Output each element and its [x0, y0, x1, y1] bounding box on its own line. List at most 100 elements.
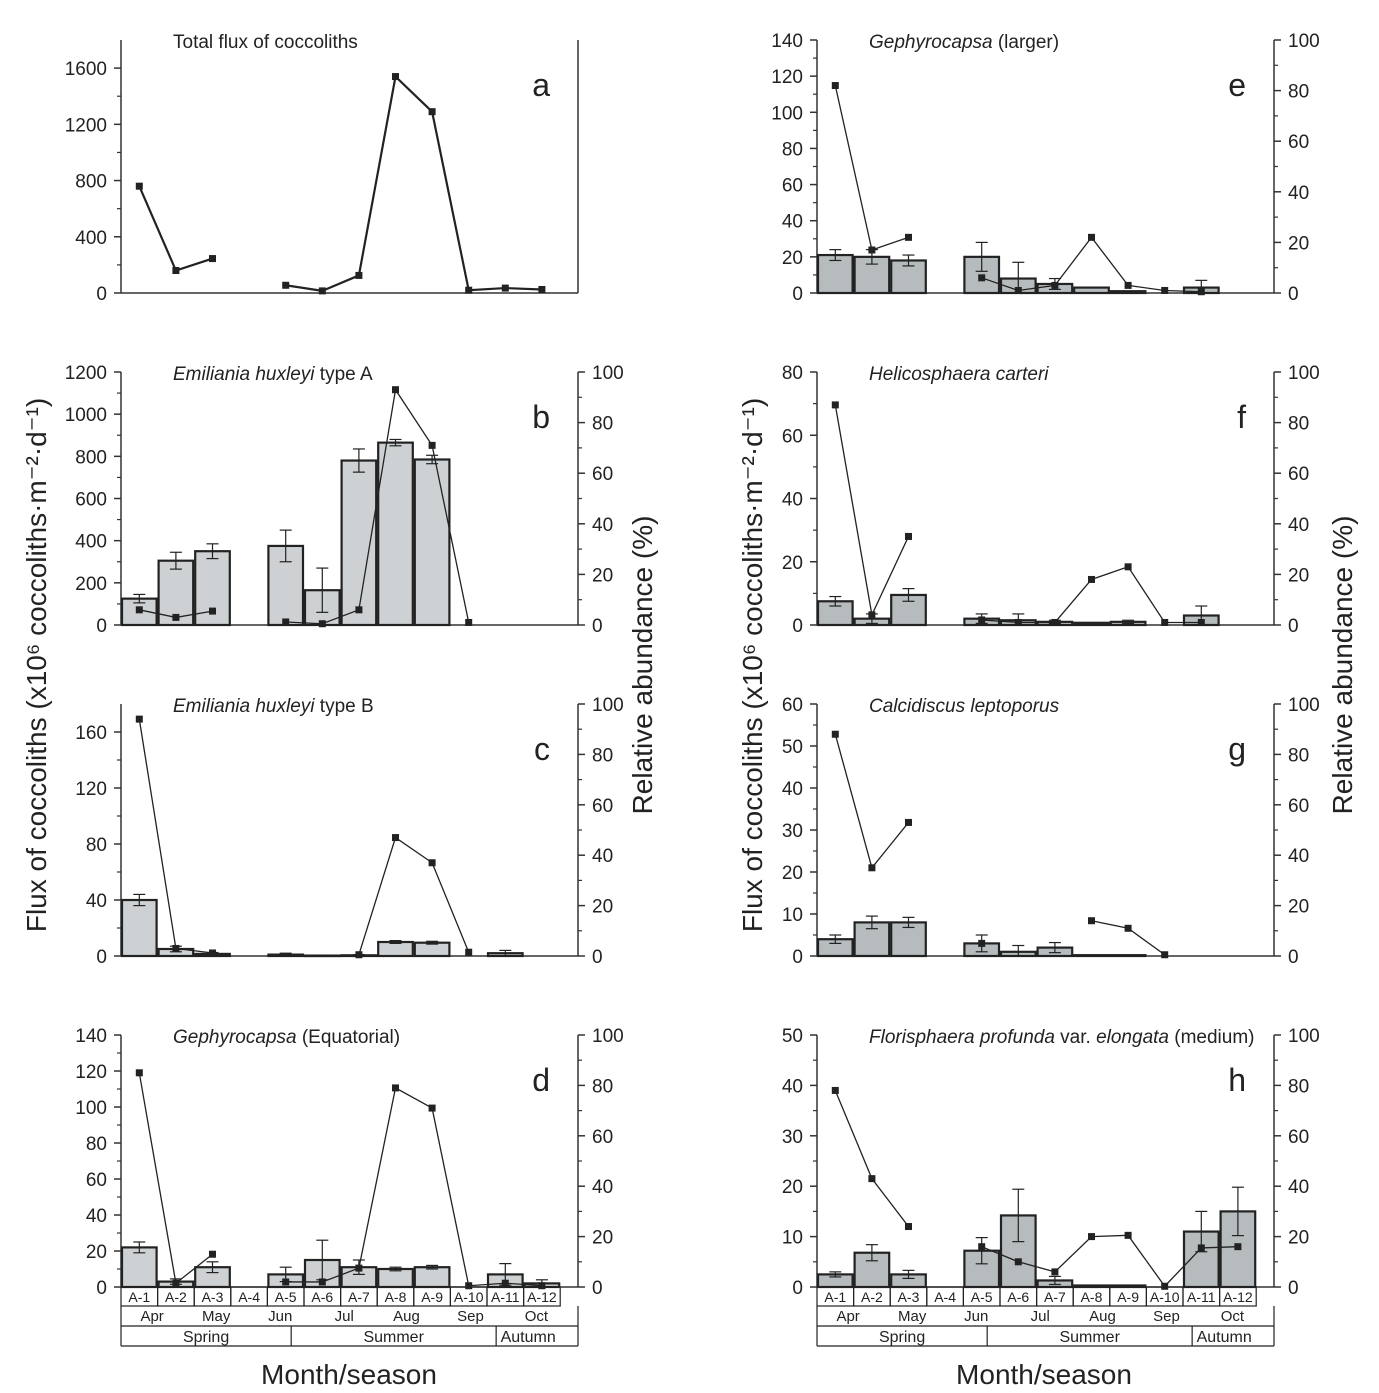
y-tick-label: 140 — [75, 1026, 107, 1047]
season-label: Spring — [183, 1329, 229, 1346]
sample-label: A-6 — [1007, 1289, 1029, 1305]
abundance-marker-A-9 — [1124, 1231, 1132, 1239]
sample-label: A-10 — [454, 1289, 484, 1305]
sample-label: A-6 — [311, 1289, 333, 1305]
title-italic: Calcidiscus leptoporus — [869, 696, 1060, 717]
abundance-marker-A-6 — [318, 1278, 326, 1286]
abundance-marker-A-5 — [282, 618, 290, 626]
season-label: Summer — [1059, 1329, 1120, 1346]
abundance-line — [138, 185, 213, 272]
rel-tick-label: 40 — [592, 515, 613, 536]
panel-letter: g — [1228, 731, 1246, 767]
panel-title: Gephyrocapsa (Equatorial) — [173, 1027, 400, 1048]
abundance-marker-A-5 — [282, 281, 290, 289]
y-tick-label: 40 — [86, 891, 107, 912]
abundance-marker-A-10 — [1161, 618, 1169, 626]
left-y-axis-label: Flux of coccoliths (x10⁶ coccoliths·m⁻²·… — [21, 398, 52, 932]
month-label: Sep — [457, 1308, 484, 1325]
sample-label: A-7 — [348, 1289, 370, 1305]
title-italic: Emiliania huxleyi — [173, 696, 315, 717]
y-tick-label: 1200 — [65, 363, 107, 384]
panel-letter: d — [532, 1062, 550, 1098]
sample-label: A-11 — [491, 1289, 520, 1305]
month-label: May — [202, 1308, 231, 1325]
month-label: Jun — [964, 1308, 988, 1325]
rel-tick-label: 0 — [1288, 284, 1299, 305]
sample-label: A-8 — [385, 1289, 407, 1305]
rel-tick-label: 40 — [1288, 515, 1309, 536]
abundance-marker-A-12 — [538, 1282, 546, 1290]
flux-bar-A-9 — [413, 458, 451, 627]
title-italic: Florisphaera profunda — [869, 1027, 1055, 1048]
abundance-marker-A-2 — [868, 864, 876, 872]
y-tick-label: 140 — [771, 31, 803, 52]
abundance-marker-A-11 — [1197, 1244, 1205, 1252]
abundance-marker-A-3 — [905, 1223, 912, 1231]
abundance-marker-A-5 — [978, 616, 986, 624]
right-y-axis-label: Relative abundance (%) — [627, 516, 658, 815]
y-tick-label: 400 — [75, 228, 107, 249]
title-suffix: type B — [315, 696, 374, 717]
title-italic: Gephyrocapsa — [173, 1027, 297, 1048]
y-tick-label: 10 — [782, 905, 803, 926]
rel-tick-label: 60 — [1288, 464, 1309, 485]
abundance-line — [981, 1234, 1238, 1288]
abundance-marker-A-11 — [501, 1279, 509, 1287]
title-italic: Helicosphaera carteri — [869, 364, 1049, 385]
y-tick-label: 20 — [782, 553, 803, 574]
sample-label: A-5 — [275, 1289, 297, 1305]
sample-label: A-2 — [861, 1289, 883, 1305]
abundance-marker-A-2 — [172, 1279, 180, 1287]
y-tick-label: 60 — [782, 426, 803, 447]
rel-tick-label: 0 — [592, 616, 603, 637]
abundance-marker-A-7 — [355, 1264, 363, 1272]
flux-bar-A-8 — [377, 940, 414, 958]
abundance-marker-A-10 — [465, 948, 473, 956]
abundance-line — [834, 404, 910, 618]
abundance-marker-A-7 — [1051, 1268, 1059, 1276]
month-label: Apr — [140, 1308, 163, 1325]
rel-tick-label: 20 — [1288, 233, 1309, 254]
abundance-marker-A-2 — [172, 613, 180, 621]
y-tick-label: 0 — [96, 1278, 107, 1299]
y-tick-label: 0 — [792, 284, 803, 305]
y-tick-label: 80 — [86, 835, 107, 856]
y-tick-label: 800 — [75, 172, 107, 193]
abundance-marker-A-1 — [831, 1086, 839, 1094]
y-tick-label: 120 — [771, 67, 803, 88]
rel-tick-label: 0 — [592, 1278, 603, 1299]
y-tick-label: 50 — [782, 1026, 803, 1047]
abundance-marker-A-5 — [978, 1243, 986, 1251]
month-label: Sep — [1153, 1308, 1180, 1325]
abundance-marker-A-9 — [428, 859, 436, 867]
flux-bar-A-1 — [120, 898, 158, 958]
flux-bar-A-8 — [1073, 621, 1110, 627]
title-italic: Gephyrocapsa — [869, 32, 993, 53]
rel-tick-label: 20 — [1288, 565, 1309, 586]
abundance-marker-A-2 — [868, 246, 876, 254]
abundance-marker-A-8 — [1088, 233, 1095, 241]
panel-f: 0 20 40 60 80 0 20 40 60 80 100 Helicosphaera carte… — [782, 363, 1320, 637]
abundance-marker-A-11 — [1197, 618, 1205, 626]
abundance-marker-A-5 — [978, 939, 986, 947]
title-suffix: (Equatorial) — [297, 1027, 401, 1048]
title-suffix: (larger) — [993, 32, 1060, 53]
abundance-marker-A-3 — [209, 1250, 216, 1258]
abundance-marker-A-1 — [831, 82, 839, 90]
rel-tick-label: 40 — [1288, 846, 1309, 867]
abundance-marker-A-1 — [135, 715, 143, 723]
panel-letter: e — [1228, 67, 1246, 103]
y-tick-label: 60 — [86, 1170, 107, 1191]
sample-label: A-4 — [934, 1289, 956, 1305]
abundance-marker-A-7 — [1051, 618, 1059, 626]
abundance-marker-A-3 — [905, 532, 912, 540]
abundance-marker-A-6 — [1014, 618, 1022, 626]
y-tick-label: 80 — [782, 363, 803, 384]
rel-tick-label: 20 — [592, 897, 613, 918]
abundance-marker-A-8 — [392, 73, 399, 81]
y-tick-label: 1000 — [65, 405, 107, 426]
rel-tick-label: 40 — [1288, 1177, 1309, 1198]
abundance-marker-A-7 — [1051, 281, 1059, 289]
y-tick-label: 20 — [782, 863, 803, 884]
